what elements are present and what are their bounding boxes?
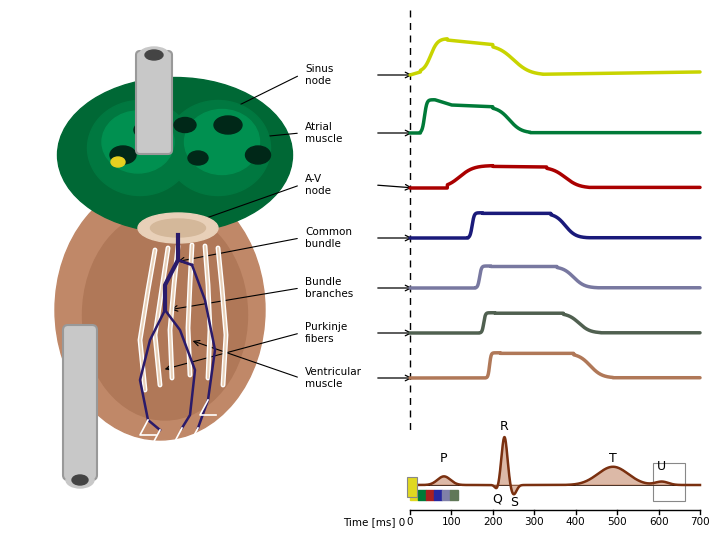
Text: 300: 300 (524, 517, 544, 527)
Ellipse shape (188, 151, 208, 165)
Ellipse shape (145, 50, 163, 60)
Text: U: U (657, 461, 667, 474)
Text: 700: 700 (690, 517, 710, 527)
Ellipse shape (55, 180, 265, 440)
Ellipse shape (58, 78, 292, 233)
Text: 100: 100 (441, 517, 462, 527)
Text: 200: 200 (483, 517, 503, 527)
Ellipse shape (134, 121, 162, 139)
Ellipse shape (174, 118, 196, 132)
Ellipse shape (139, 47, 169, 63)
Text: T: T (609, 453, 617, 465)
Text: Purkinje
fibers: Purkinje fibers (305, 322, 347, 344)
Text: P: P (440, 453, 448, 465)
Bar (410, 490, 418, 500)
Ellipse shape (214, 116, 242, 134)
Text: Common
bundle: Common bundle (305, 227, 352, 249)
Text: Q: Q (492, 492, 502, 505)
Ellipse shape (166, 100, 271, 195)
Bar (442, 490, 449, 500)
Text: Bundle
branches: Bundle branches (305, 277, 354, 299)
Text: 600: 600 (649, 517, 668, 527)
Bar (418, 490, 426, 500)
Ellipse shape (72, 475, 88, 485)
Bar (407, 477, 417, 497)
Text: A-V
node: A-V node (305, 174, 331, 196)
Text: Atrial
muscle: Atrial muscle (305, 122, 343, 144)
Bar (653, 463, 685, 501)
Bar (434, 490, 441, 500)
Ellipse shape (102, 111, 174, 173)
Ellipse shape (83, 210, 248, 420)
Text: Ventricular
muscle: Ventricular muscle (305, 367, 362, 389)
Text: 400: 400 (566, 517, 585, 527)
Text: S: S (510, 496, 518, 510)
Ellipse shape (88, 100, 192, 195)
FancyBboxPatch shape (136, 51, 172, 154)
Ellipse shape (246, 146, 271, 164)
Bar (426, 490, 433, 500)
Bar (450, 490, 457, 500)
Ellipse shape (184, 110, 259, 174)
Text: 500: 500 (608, 517, 627, 527)
Ellipse shape (150, 219, 205, 237)
Ellipse shape (111, 157, 125, 167)
Text: 0: 0 (407, 517, 413, 527)
Ellipse shape (66, 472, 94, 488)
Text: Time [ms] 0: Time [ms] 0 (343, 517, 405, 527)
Ellipse shape (110, 146, 136, 164)
FancyBboxPatch shape (63, 325, 97, 480)
Ellipse shape (138, 213, 218, 243)
Text: R: R (500, 421, 509, 434)
Text: Sinus
node: Sinus node (305, 64, 333, 86)
